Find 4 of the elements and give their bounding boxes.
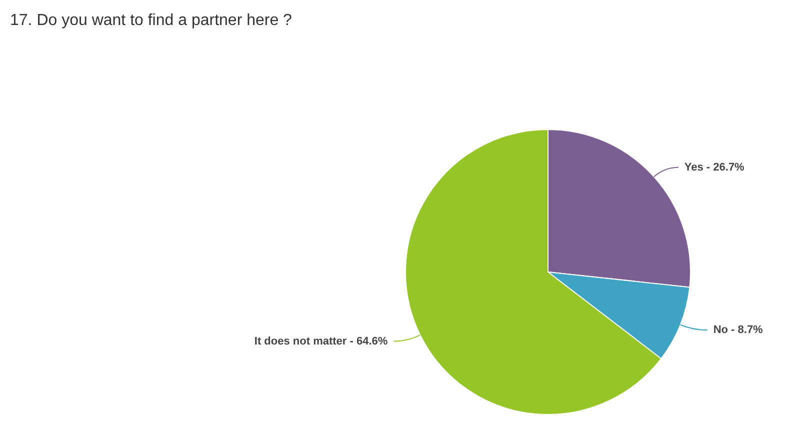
slice-label: It does not matter - 64.6% (254, 335, 388, 348)
chart-title: 17. Do you want to find a partner here ? (10, 12, 292, 30)
slice-label: Yes - 26.7% (684, 161, 745, 174)
slice-label: No - 8.7% (713, 324, 764, 336)
